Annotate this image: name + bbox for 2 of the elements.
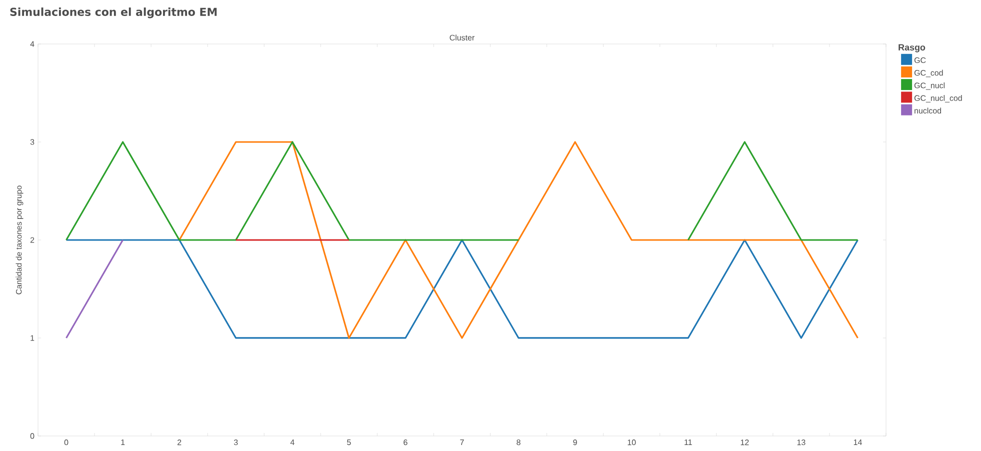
legend-title: Rasgo (898, 44, 926, 52)
chart-title: Simulaciones con el algoritmo EM (10, 8, 217, 18)
